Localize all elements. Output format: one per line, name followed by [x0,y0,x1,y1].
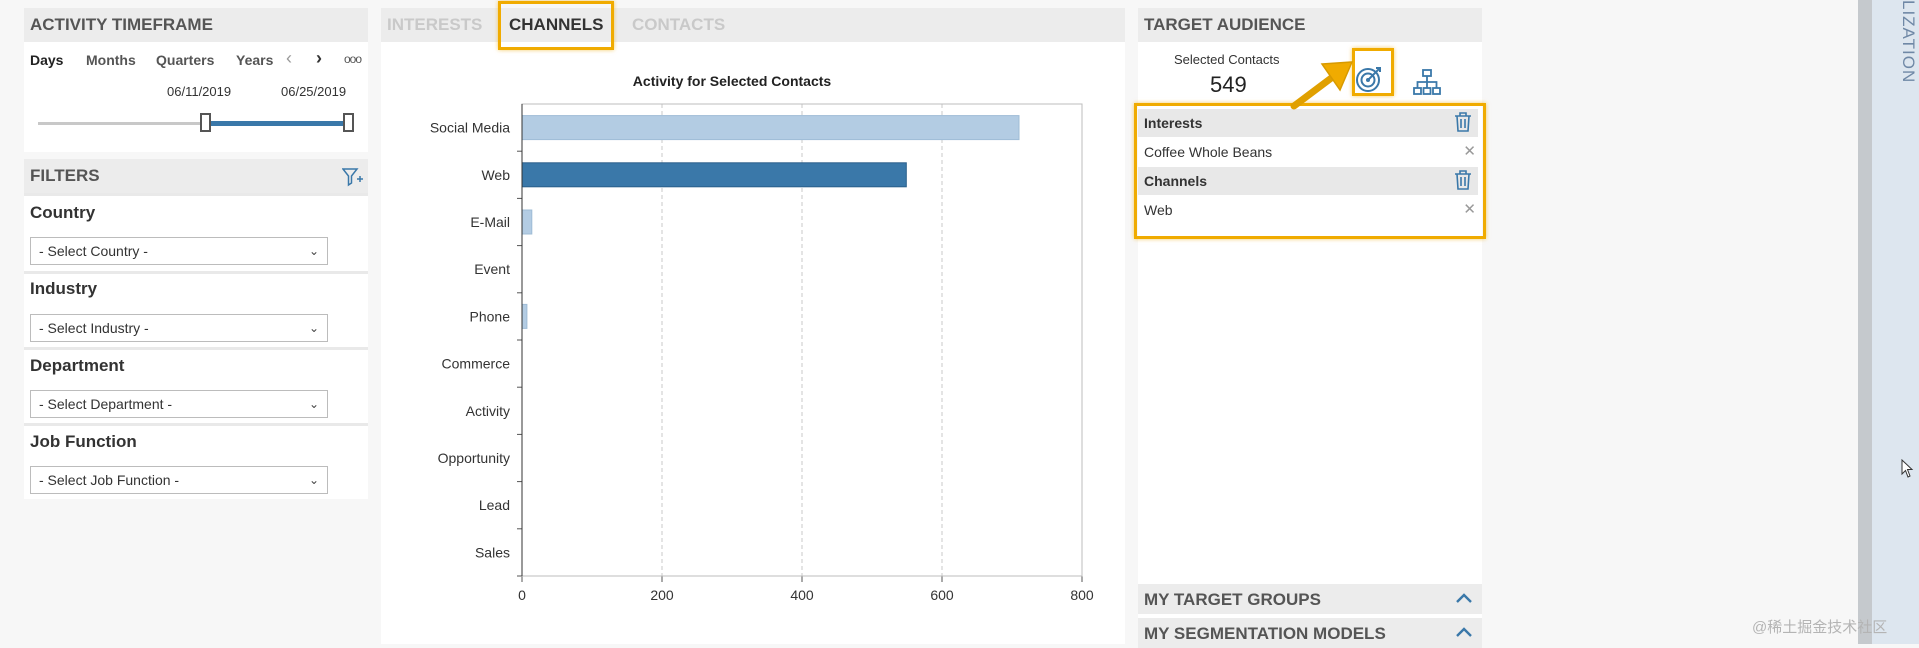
filters-title: FILTERS [24,159,368,193]
audience-value: Web [1144,202,1173,218]
chart-title: Activity for Selected Contacts [633,73,832,89]
x-tick-label: 0 [518,587,526,603]
watermark: @稀土掘金技术社区 [1752,619,1888,636]
selected-contacts-label: Selected Contacts [1174,52,1280,67]
chevron-up-icon[interactable] [1454,624,1474,645]
tab-channels[interactable]: CHANNELS [509,15,604,34]
add-filter-icon[interactable] [341,167,364,192]
remove-icon[interactable]: ✕ [1463,143,1476,160]
selected-contacts-count: 549 [1210,72,1247,97]
more-icon[interactable]: ooo [344,52,362,66]
department-select[interactable]: - Select Department - ⌄ [30,390,328,418]
slider-end-handle[interactable] [343,113,354,132]
activity-timeframe-title: ACTIVITY TIMEFRAME [24,8,368,42]
chevron-down-icon: ⌄ [308,321,319,335]
chevron-down-icon: ⌄ [308,244,319,258]
slider-start-handle[interactable] [200,113,212,132]
target-icon-highlight [1352,48,1394,96]
x-tick-label: 600 [930,587,954,603]
industry-select[interactable]: - Select Industry - ⌄ [30,314,328,342]
my-target-groups-title: MY TARGET GROUPS [1144,590,1321,609]
tab-channels-highlight [498,1,614,50]
remove-icon[interactable]: ✕ [1463,201,1476,218]
bar-social-media[interactable] [521,115,1020,141]
department-label: Department [30,356,125,375]
audience-category-interests [1138,109,1478,137]
x-tick-label: 200 [650,587,674,603]
target-audience-title: TARGET AUDIENCE [1138,8,1482,42]
bar-e-mail[interactable] [521,209,533,235]
chevron-left-icon[interactable]: ‹ [286,48,292,68]
job-function-label: Job Function [30,432,137,451]
target-icon[interactable] [1354,64,1384,99]
country-label: Country [30,203,96,222]
end-date: 06/25/2019 [281,84,347,99]
granularity-quarters[interactable]: Quarters [156,52,215,68]
activity-chart: Activity for Selected Contacts Social Me… [430,73,1094,603]
category-label: Phone [470,308,511,324]
category-label: Sales [475,544,510,560]
bar-phone[interactable] [521,303,528,329]
chart-panel: INTERESTS CHANNELS CONTACTS Activity for… [381,1,1125,644]
category-label: Web [481,167,510,183]
audience-criteria-list: Interests Coffee Whole Beans ✕ Channels … [1138,109,1482,239]
audience-category-label: Interests [1144,115,1203,131]
category-label: Activity [466,403,510,419]
mouse-cursor-icon [1901,459,1914,478]
category-label: Event [474,261,510,277]
country-select[interactable]: - Select Country - ⌄ [30,237,328,265]
hierarchy-icon[interactable] [1413,68,1441,101]
job-function-select[interactable]: - Select Job Function - ⌄ [30,466,328,494]
side-panel-label: LIZATION [1899,0,1918,84]
category-label: Opportunity [438,450,510,466]
trash-icon[interactable] [1454,170,1472,195]
audience-category-label: Channels [1144,173,1208,189]
audience-value: Coffee Whole Beans [1144,144,1273,160]
category-label: Social Media [430,120,510,136]
slider-range-fill [205,121,354,126]
industry-label: Industry [30,279,98,298]
start-date: 06/11/2019 [167,84,232,99]
my-segmentation-models-header[interactable]: MY SEGMENTATION MODELS [1138,618,1482,648]
target-audience-panel: TARGET AUDIENCE Selected Contacts 549 In… [1134,8,1486,648]
tab-contacts[interactable]: CONTACTS [632,15,726,34]
activity-timeframe-panel: ACTIVITY TIMEFRAME Days Months Quarters … [24,8,368,152]
x-tick-label: 400 [790,587,814,603]
chevron-down-icon: ⌄ [308,473,319,487]
chevron-right-icon[interactable]: › [316,48,322,68]
my-segmentation-models-title: MY SEGMENTATION MODELS [1144,624,1386,643]
category-label: Lead [479,497,510,513]
chevron-up-icon[interactable] [1454,590,1474,611]
x-tick-label: 800 [1070,587,1094,603]
category-label: Commerce [442,356,511,372]
audience-list-highlight [1134,103,1486,239]
chevron-down-icon: ⌄ [308,397,319,411]
tab-interests[interactable]: INTERESTS [387,15,483,34]
granularity-years[interactable]: Years [236,52,274,68]
audience-category-channels [1138,167,1478,195]
trash-icon[interactable] [1454,112,1472,137]
side-panel[interactable]: LIZATION [1858,0,1919,644]
category-label: E-Mail [470,214,510,230]
bar-web[interactable] [521,162,907,188]
highlight-arrow-icon [1290,61,1354,110]
granularity-months[interactable]: Months [86,52,136,68]
date-range-slider[interactable] [38,113,354,132]
filters-panel: FILTERS Country - Select Country - ⌄ Indu… [24,159,368,499]
my-target-groups-header[interactable]: MY TARGET GROUPS [1138,584,1482,614]
granularity-days[interactable]: Days [30,52,64,68]
